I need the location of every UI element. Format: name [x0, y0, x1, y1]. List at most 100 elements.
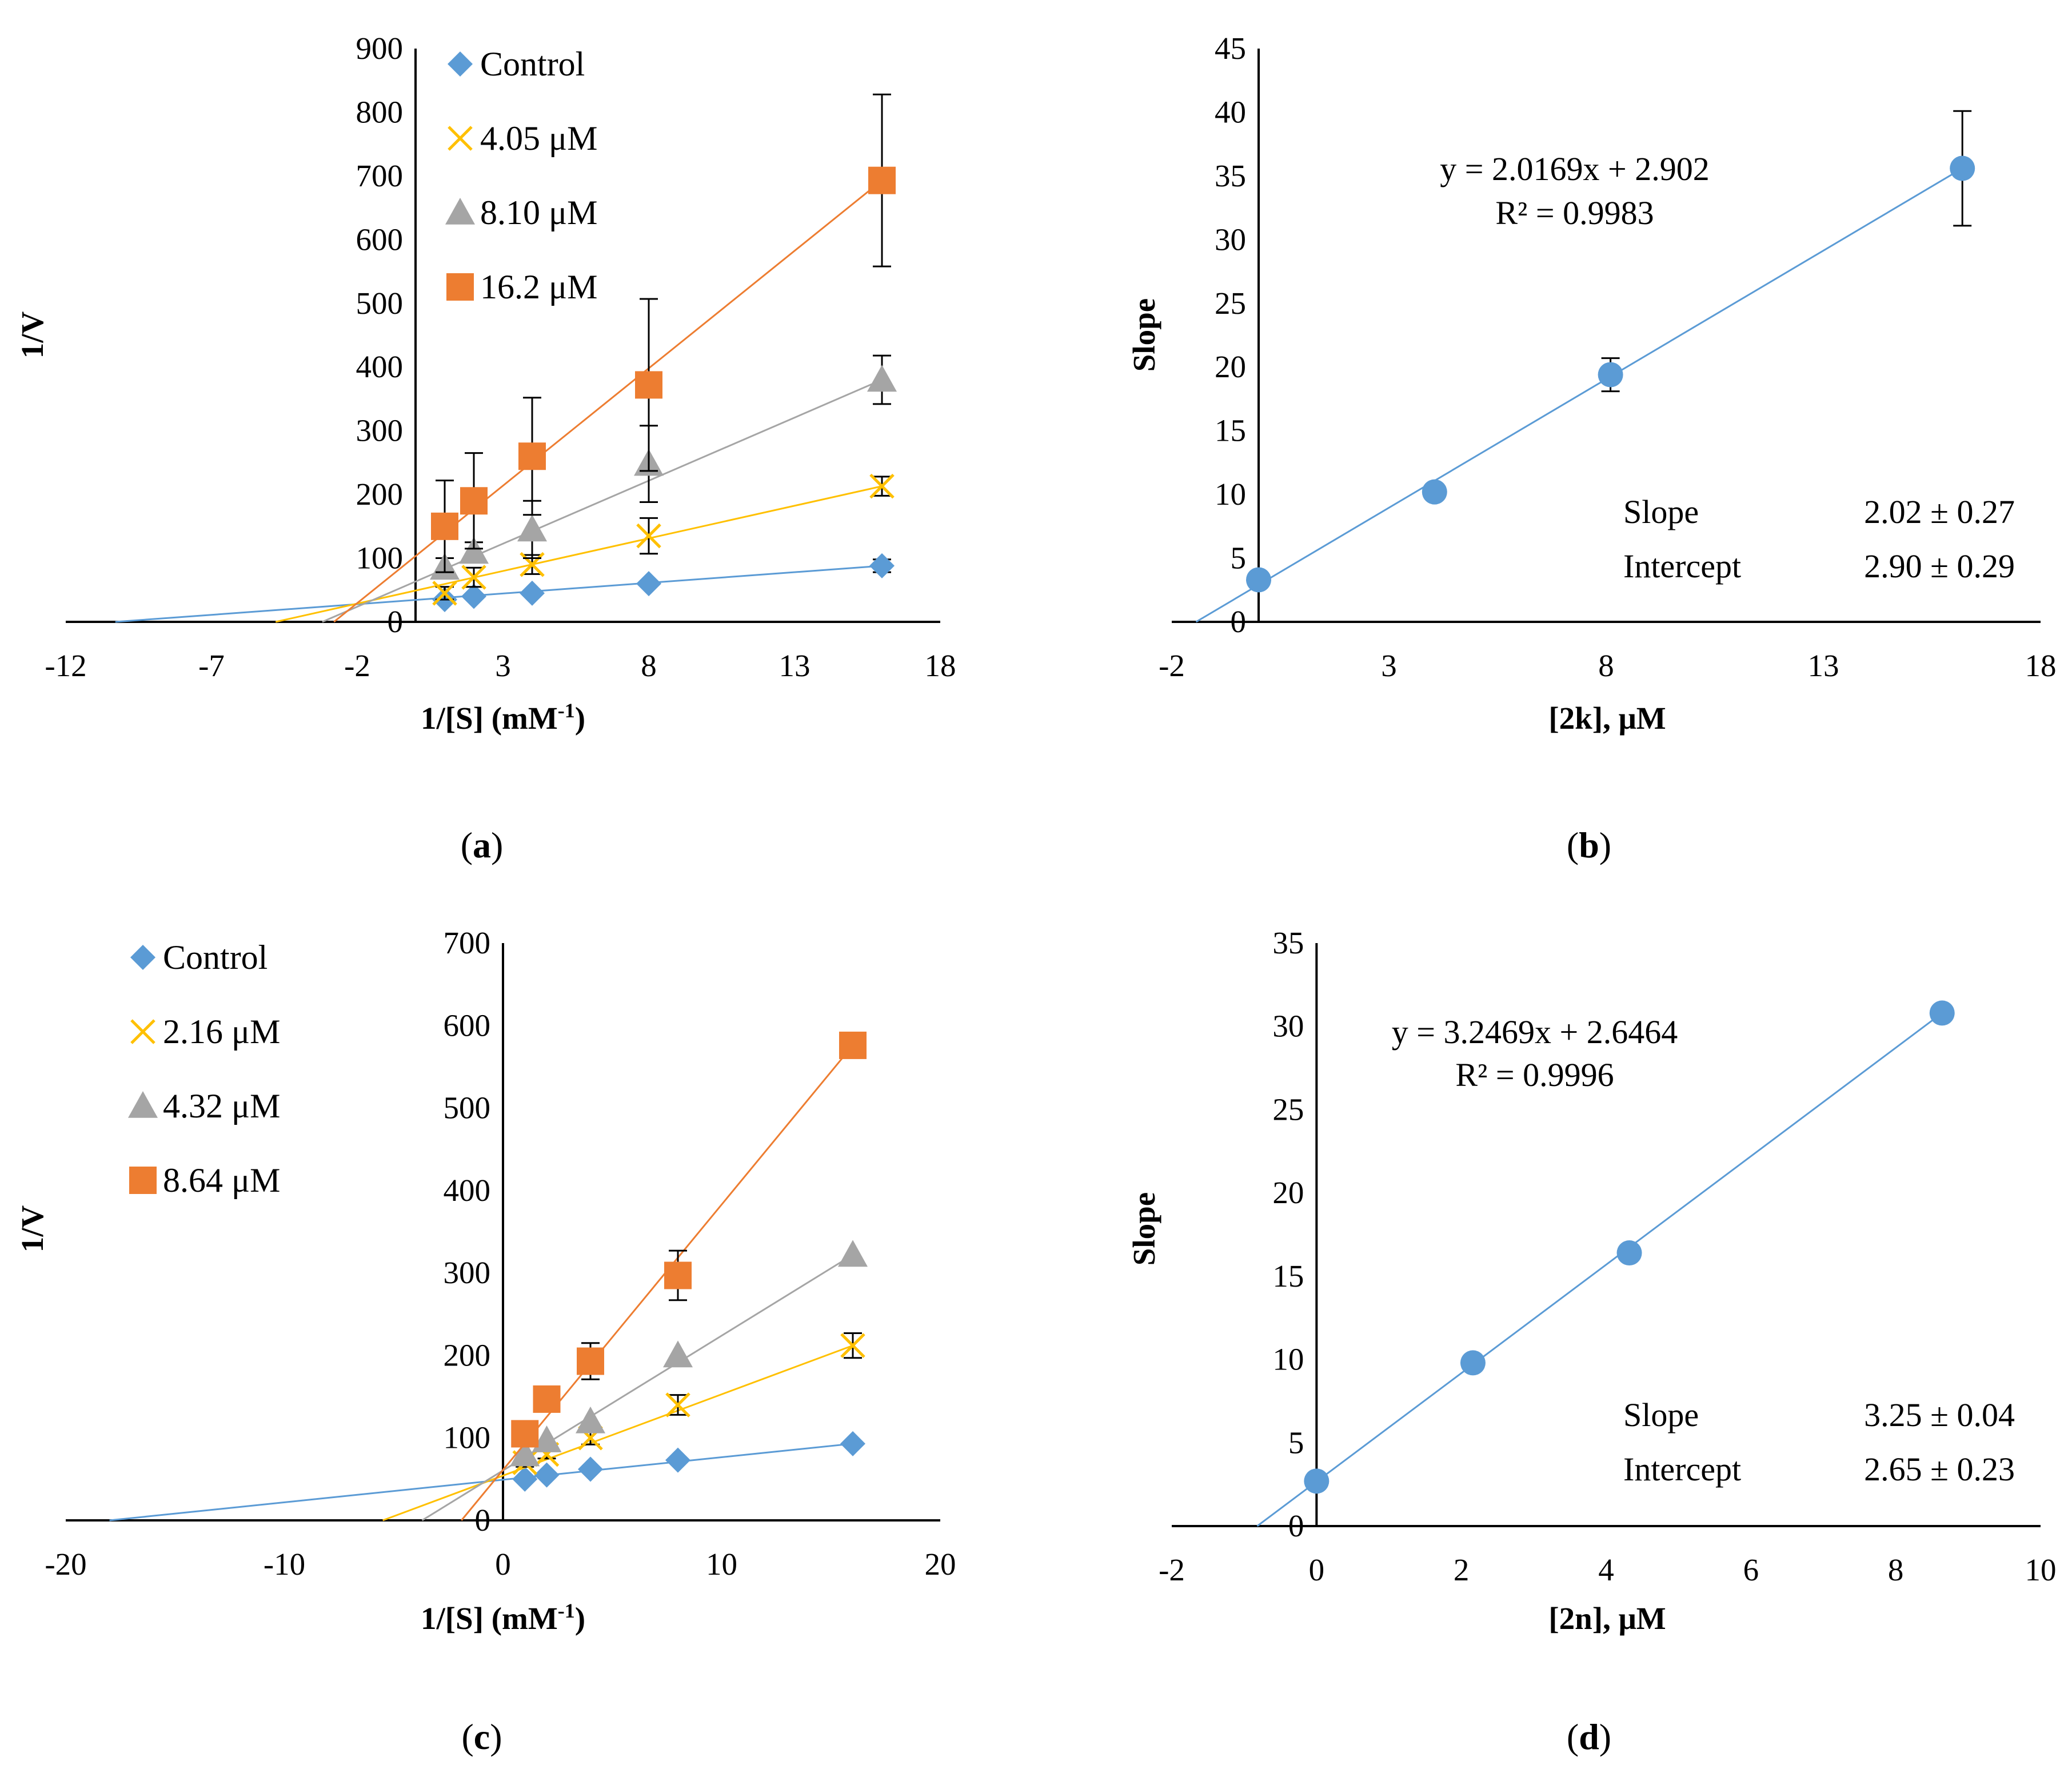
x-axis-title: 1/[S] (mM-1) [421, 1599, 585, 1636]
data-point-legend [445, 198, 475, 225]
legend-label: Control [163, 939, 268, 976]
data-point-3 [665, 1392, 690, 1417]
data-point-2 [577, 1347, 604, 1375]
x-tick-label: -2 [344, 648, 370, 683]
panel-label-close: ) [1599, 825, 1611, 865]
r-squared: R² = 0.9983 [1495, 194, 1654, 231]
data-point-1 [532, 1425, 562, 1452]
data-point-2 [578, 1456, 603, 1482]
regression-equation: y = 2.0169x + 2.902 [1440, 150, 1709, 187]
data-point-1 [1460, 1350, 1486, 1376]
data-point-4 [840, 1431, 865, 1456]
x-axis-title-main: 1/[S] (mM [421, 1601, 558, 1636]
panel-label-close: ) [490, 1716, 502, 1757]
data-point-1 [461, 565, 486, 590]
y-axis-title: Slope [1127, 298, 1161, 372]
r-squared: R² = 0.9996 [1455, 1056, 1614, 1093]
y-tick-label: 35 [1272, 925, 1304, 960]
y-tick-label: 40 [1215, 94, 1246, 129]
y-tick-label: 30 [1215, 222, 1246, 257]
data-point-2 [520, 552, 545, 577]
panel-b: -2 3 8 13 18 0 5 10 15 20 25 30 35 40 45 [2k], μM Slope y… [1127, 31, 2057, 865]
y-tick-label: 100 [444, 1420, 491, 1455]
x-axis-title: [2n], μM [1548, 1601, 1666, 1636]
legend-label: 4.05 μM [480, 119, 598, 157]
y-tick-label: 500 [356, 286, 404, 321]
data-point-legend [448, 126, 473, 151]
data-point-4 [869, 553, 895, 578]
panel-label-close: ) [491, 825, 503, 865]
y-tick-label: 800 [356, 94, 404, 129]
x-axis-title-tail: ) [575, 1601, 585, 1636]
data-point-3 [636, 523, 661, 549]
panel-label-open: ( [461, 1716, 473, 1757]
y-tick-label: 10 [1215, 477, 1246, 512]
x-tick-label: 20 [925, 1547, 956, 1582]
y-tick-label: 400 [356, 349, 404, 384]
x-tick-label: 8 [1888, 1552, 1904, 1587]
stat-value: 2.90 ± 0.29 [1864, 548, 2015, 585]
panel-label-letter: d [1579, 1716, 1599, 1757]
data-point-3 [635, 371, 662, 399]
x-tick-label: 8 [641, 648, 657, 683]
x-axis-title-superscript: -1 [558, 1599, 575, 1622]
x-tick-label: 13 [1808, 648, 1839, 683]
data-point-4 [840, 1333, 865, 1358]
x-axis-title: 1/[S] (mM-1) [421, 699, 585, 736]
series-1: 2.16 μM [130, 1013, 865, 1522]
data-point-1 [534, 1462, 560, 1488]
y-tick-label: 500 [444, 1091, 491, 1125]
data-point-legend [130, 1019, 155, 1044]
data-point-1 [460, 487, 488, 515]
data-point-2 [1616, 1240, 1642, 1266]
x-tick-label: 3 [1381, 648, 1397, 683]
x-axis-title-main: [2n], μM [1548, 1601, 1666, 1636]
y-axis-title: 1/V [15, 311, 50, 358]
panel-label: (d) [1567, 1716, 1611, 1757]
data-point-0 [1304, 1468, 1330, 1494]
y-tick-label: 300 [444, 1255, 491, 1290]
panel-label: (a) [461, 825, 504, 865]
x-axis-title-superscript: -1 [558, 699, 575, 722]
data-point-2 [576, 1406, 605, 1433]
y-tick-label: 20 [1272, 1175, 1304, 1210]
series-0 [1195, 110, 1975, 623]
stat-label: Intercept [1623, 548, 1741, 585]
y-tick-label: 100 [356, 541, 404, 576]
trend-line [1256, 1012, 1943, 1527]
data-point-1 [459, 537, 489, 564]
x-tick-label: 18 [925, 648, 956, 683]
data-point-2 [518, 442, 546, 470]
y-tick-label: 15 [1215, 413, 1246, 448]
legend-label: 8.64 μM [163, 1161, 281, 1199]
x-tick-label: -20 [45, 1547, 86, 1582]
data-point-legend [128, 1091, 158, 1118]
data-point-legend [130, 945, 155, 970]
x-tick-label: 10 [2025, 1552, 2057, 1587]
data-point-2 [520, 580, 545, 606]
data-point-3 [664, 1261, 692, 1289]
series-3: 16.2 μM [333, 93, 896, 623]
data-point-1 [1422, 479, 1447, 505]
y-tick-label: 200 [444, 1337, 491, 1372]
series-0: Control [109, 939, 865, 1522]
series-3: 8.64 μM [129, 1031, 867, 1521]
data-point-3 [1929, 1000, 1955, 1026]
y-tick-label: 300 [356, 413, 404, 448]
data-point-0 [510, 1439, 540, 1467]
y-tick-label: 200 [356, 477, 404, 512]
data-point-0 [431, 512, 458, 540]
trend-line [421, 1254, 853, 1522]
data-point-0 [512, 1466, 538, 1492]
regression-equation: y = 3.2469x + 2.6464 [1392, 1013, 1678, 1051]
trend-line [115, 565, 883, 623]
y-tick-label: 25 [1272, 1092, 1304, 1127]
y-tick-label: 30 [1272, 1009, 1304, 1044]
trend-line [382, 1344, 853, 1522]
data-point-0 [432, 581, 457, 606]
y-tick-label: 5 [1288, 1425, 1304, 1460]
panel-label-letter: b [1579, 825, 1599, 865]
x-axis-title: [2k], μM [1548, 701, 1666, 736]
